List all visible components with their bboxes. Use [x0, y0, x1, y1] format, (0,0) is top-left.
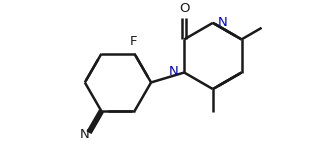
Text: N: N	[218, 16, 228, 29]
Text: F: F	[130, 35, 137, 49]
Text: O: O	[179, 2, 189, 15]
Text: N: N	[80, 128, 90, 141]
Text: N: N	[169, 65, 179, 78]
